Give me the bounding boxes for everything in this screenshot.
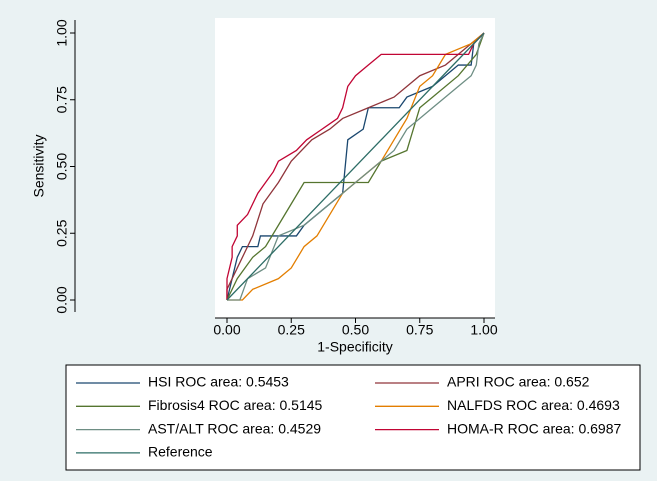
x-tick-label: 0.25 — [278, 322, 305, 338]
legend-label: NALFDS ROC area: 0.4693 — [447, 397, 620, 413]
y-axis-label: Sensitivity — [31, 134, 47, 197]
roc-line — [226, 32, 485, 301]
x-tick-label: 0.50 — [342, 322, 369, 338]
y-tick-label: 0.25 — [54, 219, 70, 246]
roc-line — [226, 32, 485, 300]
plot-area — [215, 18, 495, 318]
legend-label: Fibrosis4 ROC area: 0.5145 — [148, 397, 323, 413]
roc-line — [226, 32, 485, 301]
legend-label: APRI ROC area: 0.652 — [447, 374, 590, 390]
y-tick-label: 0.00 — [54, 286, 70, 313]
x-tick-label: 0.00 — [213, 322, 240, 338]
y-tick-label: 1.00 — [54, 19, 70, 46]
legend-label: AST/ALT ROC area: 0.4529 — [148, 420, 321, 436]
roc-line — [227, 32, 485, 301]
legend-label: HSI ROC area: 0.5453 — [148, 374, 289, 390]
legend — [65, 364, 641, 471]
roc-line — [226, 32, 485, 300]
x-axis-label: 1-Specificity — [317, 339, 392, 355]
y-tick-label: 0.50 — [54, 153, 70, 180]
x-tick-label: 1.00 — [470, 322, 497, 338]
y-tick-label: 0.75 — [54, 86, 70, 113]
legend-label: Reference — [148, 444, 213, 460]
legend-label: HOMA-R ROC area: 0.6987 — [447, 420, 621, 436]
x-tick-label: 0.75 — [406, 322, 433, 338]
roc-line — [226, 32, 485, 301]
